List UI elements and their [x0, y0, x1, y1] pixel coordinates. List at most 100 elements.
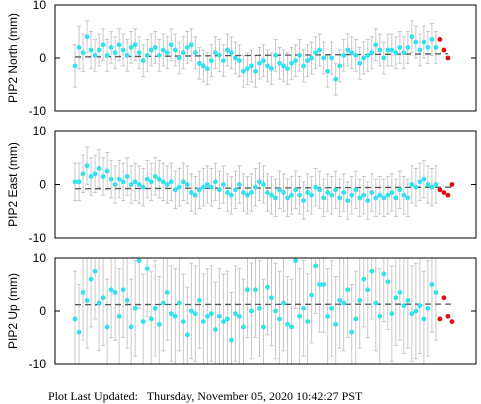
data-point: [361, 276, 367, 282]
y-axis-label: PIP2 Up (mm): [6, 273, 20, 349]
data-point: [229, 337, 234, 343]
data-point: [176, 300, 182, 306]
chart-panel-2: 10 0 -10 PIP2 East (mm): [6, 124, 477, 245]
data-point: [100, 295, 106, 301]
data-point: [144, 266, 150, 271]
data-point: [289, 192, 294, 198]
data-point: [261, 324, 266, 330]
data-point: [241, 190, 246, 195]
data-point: [100, 42, 106, 48]
data-point: [325, 190, 331, 195]
data-point: [353, 316, 359, 322]
data-point: [421, 316, 427, 322]
data-point: [100, 174, 106, 179]
data-point: [108, 45, 114, 50]
data-point: [84, 298, 90, 303]
data-point: [385, 47, 391, 53]
data-point: [204, 182, 210, 187]
data-point: [112, 182, 118, 187]
data-point: [225, 47, 230, 53]
data-point: [132, 42, 138, 48]
data-point: [140, 319, 146, 324]
recent-data-point: [441, 295, 447, 301]
data-point: [425, 182, 431, 187]
data-point: [152, 174, 158, 179]
data-point: [104, 168, 110, 174]
data-point: [208, 311, 214, 317]
data-point: [237, 182, 242, 187]
data-point: [381, 271, 387, 277]
data-point: [176, 184, 182, 190]
data-point: [369, 50, 375, 56]
data-point: [148, 47, 154, 53]
data-point: [345, 47, 351, 53]
data-point: [293, 58, 298, 64]
data-point: [192, 50, 198, 56]
data-point: [369, 190, 375, 195]
data-point: [216, 52, 222, 58]
plot-frame: [54, 257, 477, 365]
data-point: [317, 187, 323, 193]
data-point: [265, 63, 270, 69]
data-point: [120, 47, 126, 53]
recent-data-point: [441, 47, 447, 53]
data-point: [148, 179, 154, 185]
recent-data-point: [437, 316, 443, 322]
data-point: [409, 34, 415, 40]
data-point: [393, 50, 399, 56]
data-point: [281, 63, 286, 69]
data-point: [88, 276, 94, 282]
data-point: [136, 182, 142, 187]
recent-data-point: [445, 55, 451, 61]
data-point: [341, 300, 347, 306]
data-point: [72, 63, 78, 69]
data-point: [409, 311, 415, 317]
data-point: [365, 287, 371, 293]
data-point: [148, 316, 154, 322]
data-point: [293, 187, 298, 193]
data-point: [361, 192, 367, 198]
data-point: [321, 282, 327, 287]
data-point: [409, 182, 415, 187]
y-tick-label: 10: [33, 124, 47, 138]
data-point: [413, 184, 419, 190]
data-point: [257, 60, 262, 66]
trend-line: [75, 303, 452, 306]
recent-data-point: [445, 313, 451, 319]
data-point: [164, 182, 170, 187]
data-point: [389, 190, 395, 195]
data-point: [353, 187, 359, 193]
data-point: [160, 300, 166, 306]
data-point: [249, 190, 254, 195]
data-point: [180, 319, 186, 324]
data-point: [393, 195, 399, 201]
data-point: [273, 52, 278, 58]
data-point: [269, 192, 274, 198]
data-point: [341, 52, 347, 58]
data-point: [241, 68, 246, 74]
data-point: [76, 45, 82, 50]
data-point: [172, 313, 178, 319]
y-tick-label: 0: [39, 51, 46, 65]
recent-data-point: [437, 37, 443, 42]
data-point: [429, 37, 435, 42]
data-point: [413, 39, 419, 45]
data-point: [269, 295, 274, 301]
data-point: [184, 45, 190, 50]
data-point: [301, 198, 306, 203]
y-tick-label: -10: [29, 104, 47, 118]
data-point: [164, 290, 170, 295]
data-point: [144, 176, 150, 182]
data-point: [241, 324, 246, 330]
data-point: [92, 268, 98, 274]
data-point: [225, 316, 230, 322]
data-point: [305, 319, 310, 324]
data-point: [333, 76, 339, 82]
data-point: [188, 190, 194, 195]
data-point: [349, 50, 355, 56]
data-point: [84, 34, 90, 40]
data-point: [421, 176, 427, 182]
data-point: [249, 63, 254, 69]
data-point: [273, 195, 278, 201]
